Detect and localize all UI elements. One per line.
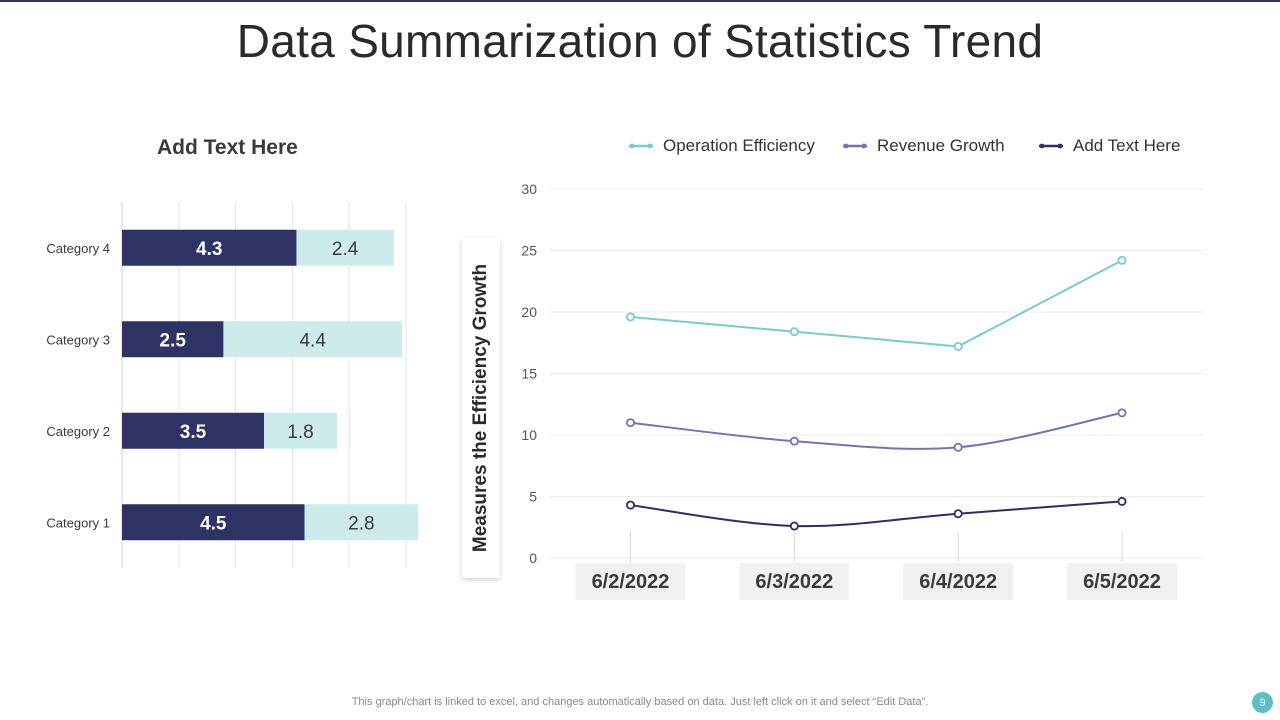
bar-segment (122, 321, 224, 358)
bar-data-label: 4.4 (299, 330, 326, 351)
bar-data-label: 4.3 (196, 239, 222, 260)
x-tick-label: 6/3/2022 (755, 571, 833, 593)
category-label: Category 4 (46, 241, 110, 256)
x-tick-card (903, 563, 1014, 600)
page-title: Data Summarization of Statistics Trend (236, 15, 1044, 67)
line-chart-legend: Operation Efficiency Revenue Growth Add … (620, 136, 1220, 160)
bar-segment (122, 504, 305, 541)
category-label: Category 2 (46, 424, 110, 439)
data-point-revenue-growth (953, 442, 963, 452)
y-axis-title-card (462, 238, 500, 578)
bar-data-label: 4.5 (200, 513, 227, 534)
data-point-revenue-growth (1117, 408, 1127, 418)
data-point-revenue-growth (626, 418, 636, 428)
y-axis-title: Measures the Efficiency Growth (462, 238, 500, 578)
bar-chart[interactable]: Category 1 4.5 2.8 Category 2 3.5 1.8 Category… (20, 190, 440, 590)
series-line-revenue-growth (630, 411, 1123, 450)
x-tick-card (739, 563, 850, 600)
bar-segment (264, 412, 338, 449)
y-tick-label: 30 (521, 181, 537, 197)
bar-data-label: 2.5 (160, 330, 187, 351)
y-tick-label: 15 (521, 366, 537, 382)
y-tick-label: 0 (529, 550, 537, 566)
bar-chart-title: Add Text Here (157, 136, 298, 159)
data-point-add-text-here (953, 509, 963, 519)
x-tick-label: 6/2/2022 (592, 571, 670, 593)
data-point-add-text-here (1117, 496, 1127, 506)
category-label: Category 1 (46, 515, 110, 530)
line-chart[interactable]: 0 5 10 15 20 25 30 6/2/2022 6/3/2022 6/4/2022 6/5/… (500, 170, 1240, 610)
y-tick-label: 20 (521, 304, 537, 320)
legend-label-add-text-here: Add Text Here (1073, 136, 1181, 155)
data-point-operation-efficiency (789, 327, 799, 337)
legend-label-revenue-growth: Revenue Growth (877, 136, 1005, 155)
y-tick-label: 25 (521, 243, 537, 259)
series-line-add-text-here (630, 500, 1123, 528)
data-point-operation-efficiency (626, 312, 636, 322)
legend-item-operation-efficiency[interactable]: Operation Efficiency (628, 136, 815, 156)
bar-segment (304, 504, 419, 541)
bar-data-label: 2.4 (332, 239, 359, 260)
bar-segment (296, 229, 394, 266)
x-tick-card (575, 563, 686, 600)
y-tick-label: 5 (529, 489, 537, 505)
legend-swatch-add-text-here (1039, 143, 1063, 149)
legend-swatch-operation-efficiency (629, 143, 653, 149)
top-rule (0, 0, 1280, 2)
data-point-operation-efficiency (953, 341, 963, 351)
bar-segment (223, 321, 402, 358)
category-label: Category 3 (46, 332, 110, 347)
y-tick-label: 10 (521, 427, 537, 443)
legend-item-add-text-here[interactable]: Add Text Here (1038, 136, 1180, 156)
legend-swatch-revenue-growth (843, 143, 867, 149)
series-line-operation-efficiency (630, 259, 1123, 348)
x-tick-label: 6/5/2022 (1083, 571, 1161, 593)
data-point-add-text-here (789, 521, 799, 531)
footer-note: This graph/chart is linked to excel, and… (351, 696, 929, 708)
legend-label-operation-efficiency: Operation Efficiency (663, 136, 815, 155)
legend-item-revenue-growth[interactable]: Revenue Growth (842, 136, 1005, 156)
data-point-add-text-here (626, 500, 636, 510)
x-tick-label: 6/4/2022 (919, 571, 997, 593)
bar-data-label: 3.5 (180, 422, 207, 443)
bar-segment (122, 412, 264, 449)
data-point-revenue-growth (789, 436, 799, 446)
x-tick-card (1067, 563, 1177, 600)
y-axis-title-text: Measures the Efficiency Growth (470, 263, 491, 553)
bar-data-label: 1.8 (287, 422, 313, 443)
data-point-operation-efficiency (1117, 255, 1127, 265)
bar-segment (122, 229, 297, 266)
bar-data-label: 2.8 (348, 513, 374, 534)
page-number-badge: 9 (1252, 692, 1273, 713)
